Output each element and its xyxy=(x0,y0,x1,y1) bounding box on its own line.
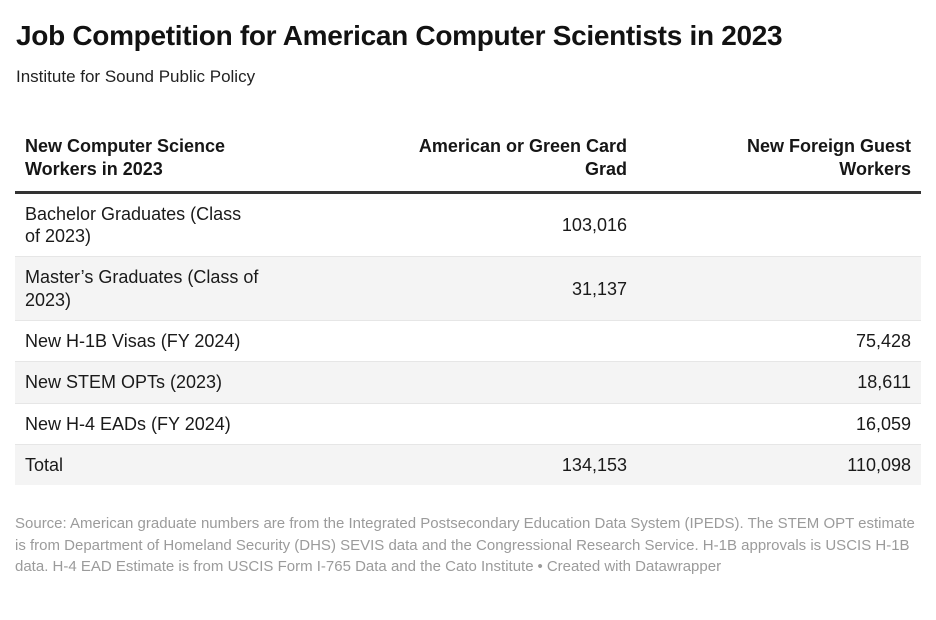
row-label-cell: New STEM OPTs (2023) xyxy=(25,372,223,393)
foreign-workers-cell: 16,059 xyxy=(855,413,911,434)
foreign-workers-cell xyxy=(637,257,921,321)
foreign-workers-cell xyxy=(637,192,921,257)
source-text: Source: American graduate numbers are fr… xyxy=(15,515,915,576)
table-row-masters: Master’s Graduates (Class of 2023) 31,13… xyxy=(15,256,921,321)
foreign-workers-cell: 110,098 xyxy=(847,454,911,475)
foreign-workers-cell: 18,611 xyxy=(857,372,911,393)
foreign-workers-cell: 75,428 xyxy=(855,331,911,352)
table-row-stem-opt: New STEM OPTs (2023) 18,611 xyxy=(15,361,921,404)
row-label-cell: New H-4 EADs (FY 2024) xyxy=(25,413,231,434)
page-subtitle: Institute for Sound Public Policy xyxy=(16,66,256,86)
table-row-h4-ead: New H-4 EADs (FY 2024) 16,059 xyxy=(15,403,921,445)
footer-separator: • xyxy=(537,558,543,576)
table-header: New Computer Science Workers in 2023 Ame… xyxy=(15,126,921,194)
page-title: Job Competition for American Computer Sc… xyxy=(16,20,783,51)
header-row: New Computer Science Workers in 2023 Ame… xyxy=(15,126,921,194)
column-header-foreign-workers: New Foreign Guest Workers xyxy=(637,126,921,194)
row-label-cell: Master’s Graduates (Class of 2023) xyxy=(25,267,259,310)
source-footer: Source: American graduate numbers are fr… xyxy=(15,513,921,578)
american-grad-cell xyxy=(285,403,637,444)
american-grad-cell: 31,137 xyxy=(571,278,627,299)
table-row-bachelor: Bachelor Graduates (Class of 2023) 103,0… xyxy=(15,192,921,257)
american-grad-cell: 103,016 xyxy=(561,214,627,235)
row-label-cell: Bachelor Graduates (Class of 2023) xyxy=(25,203,242,247)
american-grad-cell xyxy=(285,362,637,403)
row-label-cell: New H-1B Visas (FY 2024) xyxy=(25,331,241,352)
american-grad-cell xyxy=(285,321,637,362)
table-body: Bachelor Graduates (Class of 2023) 103,0… xyxy=(15,192,921,486)
column-header-category: New Computer Science Workers in 2023 xyxy=(15,126,285,194)
table-row-h1b: New H-1B Visas (FY 2024) 75,428 xyxy=(15,320,921,362)
american-grad-cell: 134,153 xyxy=(561,454,627,475)
table-row-total: Total 134,153 110,098 xyxy=(15,444,921,486)
datawrapper-attribution-link[interactable]: Created with Datawrapper xyxy=(546,558,722,576)
data-table: New Computer Science Workers in 2023 Ame… xyxy=(15,126,921,486)
row-label-cell: Total xyxy=(25,454,64,475)
column-header-american-grad: American or Green Card Grad xyxy=(285,126,637,194)
